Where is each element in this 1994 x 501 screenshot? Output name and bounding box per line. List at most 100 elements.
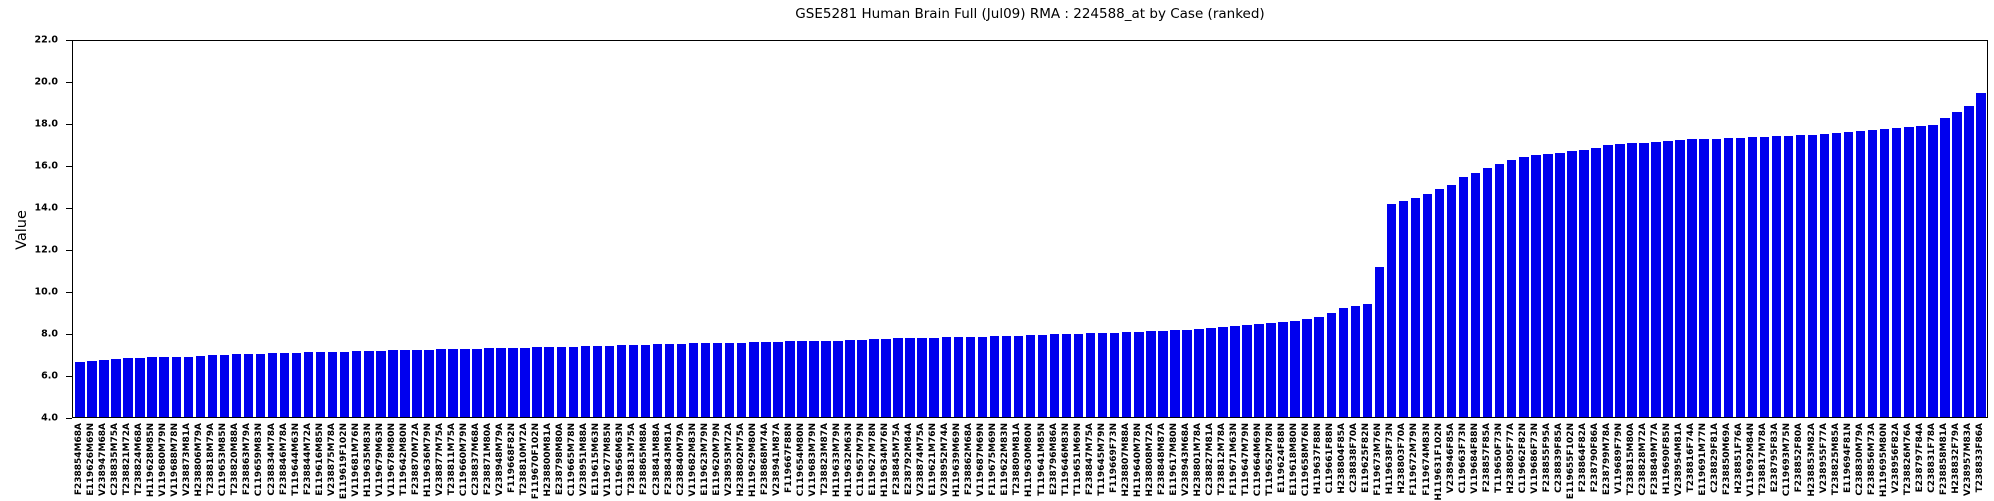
x-tick-label: V119686F73N [1529, 423, 1540, 494]
bar [881, 338, 891, 417]
bar [1519, 156, 1529, 417]
bar [1374, 266, 1385, 417]
bar [1867, 129, 1878, 417]
x-tick-label: C119662F82N [1517, 423, 1528, 494]
bar-cell [1879, 41, 1891, 417]
y-tick-mark [66, 40, 72, 41]
bar [1603, 145, 1613, 417]
bar-cell [1963, 41, 1975, 417]
x-tick-label: T238816F74A [1686, 423, 1697, 493]
bar-cell [820, 41, 832, 417]
x-tick-label: C119656M63N [615, 423, 626, 497]
bar-cell [1530, 41, 1542, 417]
bar [1470, 172, 1481, 417]
x-tick-label: T238815M80A [1626, 423, 1637, 496]
bar-cell [1915, 41, 1927, 417]
x-tick-label: F119668F82N [507, 423, 518, 493]
x-tick-label: V238954M81A [1674, 423, 1685, 496]
bar-cell [1855, 41, 1867, 417]
bar [1591, 148, 1601, 417]
bar-cell [74, 41, 86, 417]
bar-cell [736, 41, 748, 417]
x-tick-label: V119679M63N [374, 423, 385, 497]
x-tick-label: F238848M87A [1156, 423, 1167, 496]
x-tick-label: H238803F70A [1397, 423, 1408, 494]
bar-cell [327, 41, 339, 417]
x-tick-label: C238830M79A [1854, 423, 1865, 496]
bar [472, 348, 482, 417]
bar [291, 352, 302, 417]
bar [749, 342, 759, 417]
x-tick-label: C119693M75N [1782, 423, 1793, 497]
bar [1891, 127, 1902, 417]
bar-cell [1602, 41, 1614, 417]
y-tick-label: 16.0 [34, 160, 58, 172]
bar-cell [1361, 41, 1373, 417]
bar-cell [447, 41, 459, 417]
x-tick-label: T119651M69N [1072, 423, 1083, 496]
bar [532, 347, 542, 417]
x-tick-label: F119667F88N [783, 423, 794, 493]
bar-cell [1133, 41, 1145, 417]
bar [424, 349, 434, 417]
bar [1639, 143, 1649, 417]
x-tick-label: C238831F78A [1926, 423, 1937, 493]
bar-cell [1590, 41, 1602, 417]
bar-cell [1518, 41, 1530, 417]
bar-cell [1939, 41, 1951, 417]
bar-cell [724, 41, 736, 417]
bar-cell [1422, 41, 1434, 417]
y-tick-mark [66, 82, 72, 83]
bar-cell [1229, 41, 1241, 417]
x-tick-label: C119658M76N [1301, 423, 1312, 497]
bar [315, 352, 326, 417]
bar [123, 358, 133, 417]
bar-cell [832, 41, 844, 417]
x-tick-label: E119616M85N [314, 423, 325, 496]
x-tick-label: C238840M79A [675, 423, 686, 496]
x-tick-label: V119678M80N [386, 423, 397, 497]
bar [1855, 130, 1866, 417]
bar-cell [1746, 41, 1758, 417]
bar-cell [1145, 41, 1157, 417]
bar-cell [459, 41, 471, 417]
bar [592, 345, 603, 417]
bar-cell [1193, 41, 1205, 417]
x-tick-label: V119682M83N [687, 423, 698, 497]
bar [1362, 304, 1373, 417]
bar-cell [916, 41, 928, 417]
x-tick-label: H238851F76A [1734, 423, 1745, 494]
bar-cell [1373, 41, 1385, 417]
bar-cell [1698, 41, 1710, 417]
bar-cell [567, 41, 579, 417]
bar [785, 341, 795, 417]
x-tick-label: T119647M79N [1241, 423, 1252, 496]
bar [111, 358, 121, 417]
bar [1278, 321, 1288, 417]
bar [219, 354, 230, 417]
bar-cell [483, 41, 495, 417]
bar [1254, 324, 1264, 417]
bar-cell [1867, 41, 1879, 417]
x-tick-label: F119674M83N [1421, 423, 1432, 496]
bar [1567, 151, 1577, 417]
bar-cell [1650, 41, 1662, 417]
y-tick-mark [66, 208, 72, 209]
bar-cell [110, 41, 122, 417]
x-tick-label: H119635M83N [362, 423, 373, 498]
x-tick-label: C119664M69N [1253, 423, 1264, 497]
bar-cell [615, 41, 627, 417]
x-tick-label: V238957M83A [1962, 423, 1973, 496]
x-tick-label: H119631F102N [1433, 423, 1444, 501]
bar [351, 351, 362, 417]
bar [664, 343, 675, 417]
bar [231, 354, 242, 417]
bar [1194, 328, 1204, 417]
bar [616, 345, 627, 417]
bar-cell [303, 41, 315, 417]
x-tick-label: F238843M81A [663, 423, 674, 496]
x-tick-label: E119619F102N [338, 423, 349, 500]
x-tick-label: C119661F88N [1325, 423, 1336, 494]
bar [1795, 135, 1806, 417]
x-tick-label: H238806M79A [194, 423, 205, 497]
